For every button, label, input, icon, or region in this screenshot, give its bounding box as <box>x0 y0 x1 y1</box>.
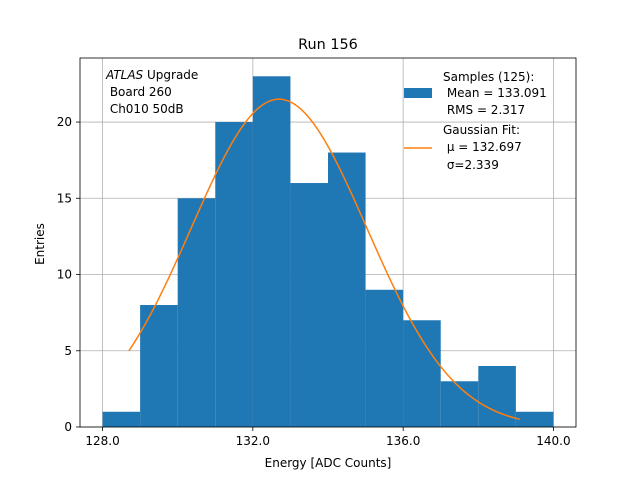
y-tick-label: 5 <box>64 344 72 358</box>
annotation-italic: ATLAS <box>105 68 144 82</box>
histogram-bar <box>290 183 328 427</box>
axes: 128.0 132.0 136.0 140.0 0 5 10 15 20 <box>57 57 577 448</box>
legend: Samples (125): Mean = 133.091 RMS = 2.31… <box>404 70 547 172</box>
annotation-line-3: Ch010 50dB <box>106 102 184 116</box>
histogram-bar <box>177 198 216 427</box>
histogram-bar <box>365 289 404 427</box>
y-axis-label: Entries <box>33 223 47 265</box>
legend-fit-line-1: Gaussian Fit: <box>443 123 520 137</box>
annotation-rest: Upgrade <box>143 68 198 82</box>
x-axis-label: Energy [ADC Counts] <box>265 456 392 470</box>
axes-frame <box>79 57 577 428</box>
y-tick-label: 10 <box>57 268 72 282</box>
histogram-bar <box>102 411 141 427</box>
histogram-bar <box>515 411 554 427</box>
histogram-bar <box>252 76 291 428</box>
chart-title: Run 156 <box>298 37 358 53</box>
histogram-bar <box>478 366 516 427</box>
svg-text:ATLAS Upgrade: ATLAS Upgrade <box>105 68 198 82</box>
x-tick-label: 140.0 <box>536 434 570 448</box>
legend-histogram-line-1: Samples (125): <box>443 70 534 84</box>
histogram-bar <box>140 305 178 427</box>
histogram-bars <box>102 76 554 428</box>
histogram-bar <box>215 122 253 427</box>
legend-fit-line-3: σ=2.339 <box>443 158 499 172</box>
y-tick-label: 0 <box>64 420 72 434</box>
annotation-line-2: Board 260 <box>106 85 172 99</box>
legend-fit-line-2: μ = 132.697 <box>443 140 522 154</box>
x-tick-label: 136.0 <box>386 434 420 448</box>
legend-histogram-line-3: RMS = 2.317 <box>443 103 525 117</box>
atlas-annotation: ATLAS Upgrade Board 260 Ch010 50dB <box>105 68 198 116</box>
fit-curve <box>128 98 520 420</box>
legend-histogram-swatch <box>404 88 432 98</box>
histogram-bar <box>440 381 479 427</box>
x-tick-label: 132.0 <box>236 434 270 448</box>
histogram-bar <box>328 152 366 428</box>
gaussian-fit <box>128 98 520 420</box>
y-tick-label: 15 <box>57 191 72 205</box>
histogram-bar <box>403 320 441 427</box>
legend-histogram-line-2: Mean = 133.091 <box>443 86 547 100</box>
x-tick-label: 128.0 <box>85 434 119 448</box>
y-tick-label: 20 <box>57 115 72 129</box>
